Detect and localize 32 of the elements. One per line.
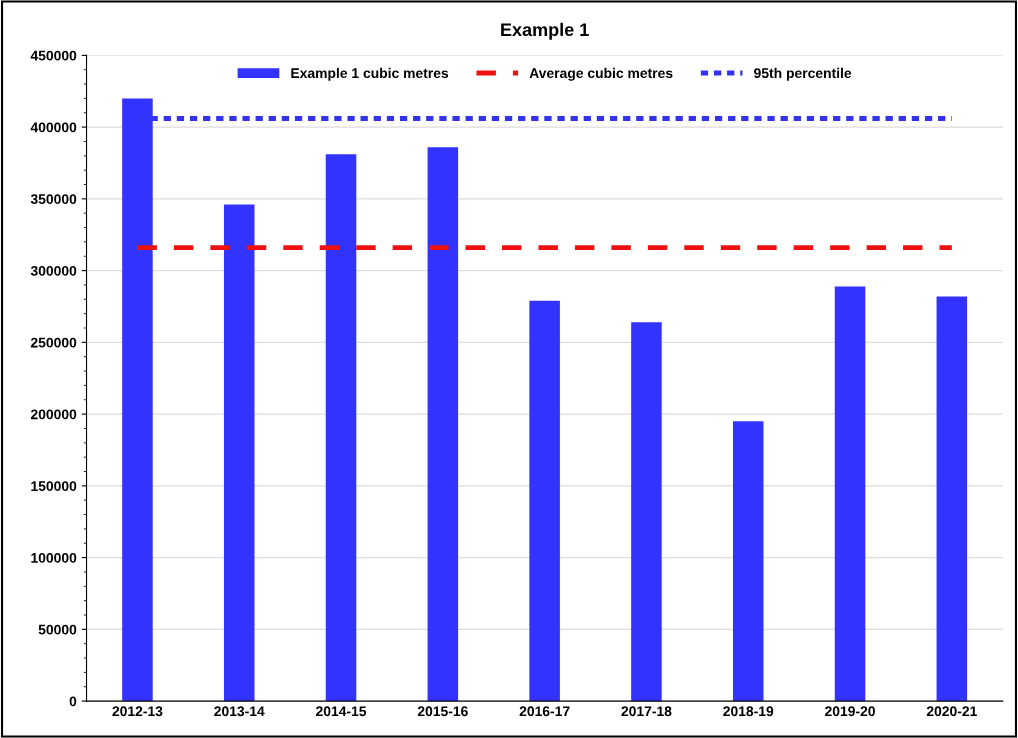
x-tick-label: 2017-18 (621, 706, 672, 717)
bar (732, 421, 764, 702)
x-tick-label: 2014-15 (316, 706, 367, 717)
y-tick-label: 250000 (30, 337, 77, 348)
x-tick-label: 2016-17 (519, 706, 570, 717)
y-tick-label: 100000 (31, 552, 77, 563)
legend-label: Average cubic metres (529, 67, 673, 81)
bar (122, 98, 153, 702)
y-tick-label: 50000 (38, 624, 77, 635)
x-tick-label: 2013-14 (214, 706, 265, 717)
bar (223, 204, 255, 702)
chart-title: Example 1 (501, 22, 589, 40)
y-tick-label: 150000 (31, 481, 77, 492)
legend-label: 95th percentile (754, 67, 852, 81)
bar (834, 286, 866, 702)
bar (325, 154, 357, 702)
x-tick-label: 2015-16 (417, 706, 468, 717)
y-tick-label: 200000 (30, 409, 77, 420)
y-tick-label: 300000 (30, 265, 77, 276)
bar (631, 322, 662, 702)
bar (936, 296, 968, 702)
y-tick-label: 400000 (30, 122, 77, 133)
x-tick-label: 2019-20 (825, 706, 875, 717)
y-tick-label: 350000 (30, 194, 77, 205)
bar (427, 147, 459, 702)
x-tick-label: 2020-21 (926, 706, 977, 717)
x-tick-label: 2018-19 (723, 706, 774, 717)
x-tick-label: 2012-13 (112, 706, 163, 717)
legend-label: Example 1 cubic metres (291, 67, 449, 81)
y-tick-label: 0 (69, 696, 77, 707)
bar (529, 300, 560, 702)
y-tick-label: 450000 (30, 50, 77, 61)
